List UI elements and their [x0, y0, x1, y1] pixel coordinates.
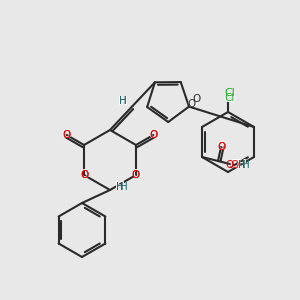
Text: O: O	[132, 170, 140, 180]
Text: O: O	[62, 128, 72, 142]
Text: O: O	[79, 169, 89, 182]
Text: O: O	[132, 170, 140, 180]
Text: H: H	[118, 96, 126, 106]
Text: O: O	[187, 97, 197, 110]
Text: Cl: Cl	[225, 93, 235, 103]
Text: Cl: Cl	[225, 88, 236, 98]
Text: O: O	[229, 158, 239, 172]
Text: H: H	[116, 182, 124, 192]
Text: O: O	[216, 140, 226, 154]
Text: O: O	[63, 130, 71, 140]
Text: O: O	[80, 170, 88, 180]
Text: H: H	[242, 160, 250, 170]
Text: O: O	[149, 130, 158, 140]
Text: O: O	[80, 170, 88, 180]
Text: Cl: Cl	[224, 92, 236, 104]
Text: O: O	[192, 94, 200, 103]
Text: O: O	[188, 99, 196, 109]
Text: O: O	[217, 142, 225, 152]
Text: O: O	[149, 130, 158, 140]
Text: O: O	[230, 160, 238, 170]
Text: H: H	[118, 96, 126, 106]
Text: O: O	[131, 169, 141, 182]
Text: O: O	[148, 128, 158, 142]
Text: O: O	[217, 142, 225, 152]
Text: H: H	[238, 160, 246, 170]
Text: H: H	[115, 181, 125, 194]
Text: H: H	[120, 182, 128, 192]
Text: H: H	[118, 95, 128, 108]
Text: O: O	[226, 160, 234, 170]
Text: H: H	[237, 158, 247, 172]
Text: O: O	[63, 130, 71, 140]
